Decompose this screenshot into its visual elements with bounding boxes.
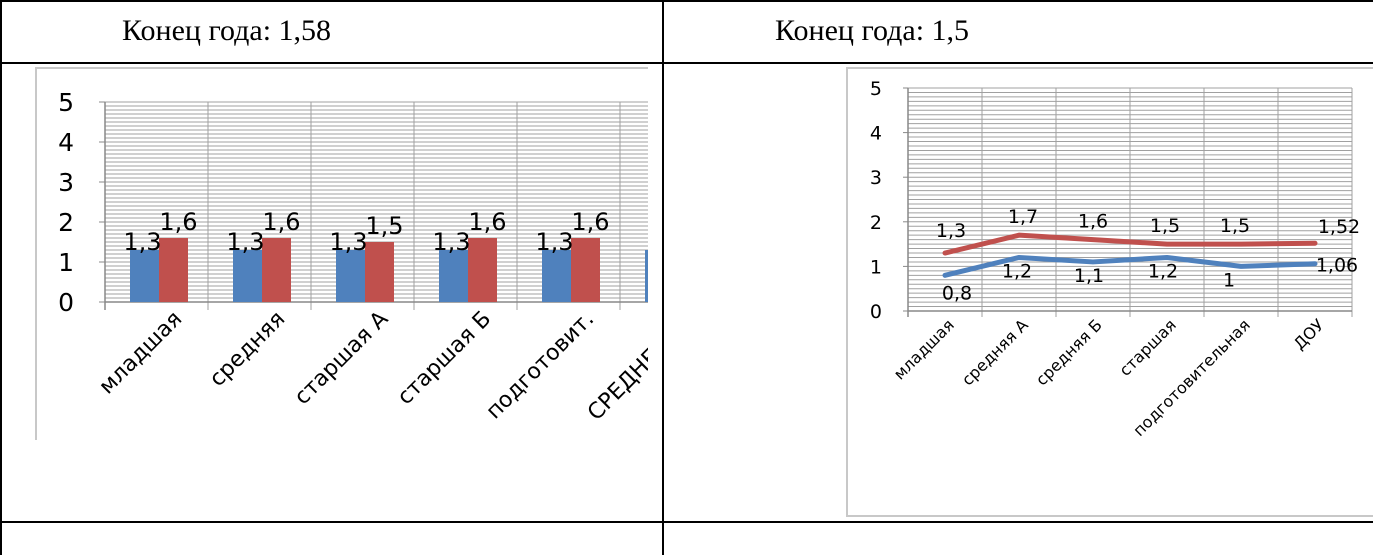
bar-mark [439, 250, 468, 302]
line-category-label: средняя А [958, 315, 1032, 389]
line-data-label: 1,2 [1148, 260, 1178, 282]
bar-data-label: 1,5 [365, 212, 403, 240]
line-y-tick-label: 4 [870, 123, 882, 145]
bar-data-label: 1,3 [432, 228, 470, 256]
bar-y-tick-label: 4 [58, 128, 74, 157]
bar-mark [233, 250, 262, 302]
bar-mark [130, 250, 159, 302]
line-data-label: 1,1 [1074, 265, 1104, 287]
bar-category-label: подготовит. [482, 307, 600, 425]
table-row-divider-2 [0, 521, 1373, 523]
bar-category-label: младшая [94, 307, 187, 400]
bar-data-label: 1,3 [123, 228, 161, 256]
header-left: Конец года: 1,58 [122, 14, 332, 47]
line-series-path [942, 254, 1318, 278]
bar-chart: 0123451,31,31,31,31,311,61,61,51,61,6мла… [35, 64, 662, 520]
bar-data-label: 1,6 [262, 208, 300, 236]
line-category-label: младшая [890, 315, 958, 383]
line-y-tick-label: 5 [870, 78, 882, 100]
bar-y-tick-label: 1 [58, 248, 74, 277]
line-data-label: 0,8 [942, 282, 972, 304]
bar-data-label: 1,6 [159, 208, 197, 236]
line-y-tick-label: 1 [870, 256, 882, 278]
line-data-label: 1,5 [1220, 215, 1250, 237]
line-y-tick-label: 0 [870, 301, 882, 323]
bar-category-label: старшая А [290, 307, 393, 410]
table-row-divider-1 [0, 62, 1373, 64]
line-data-label: 1,2 [1002, 260, 1032, 282]
bar-category-label: старшая Б [393, 307, 496, 410]
line-data-label: 1,52 [1318, 216, 1360, 238]
line-series-path [942, 232, 1318, 256]
line-category-label: старшая [1115, 315, 1179, 379]
bar-clip-right [648, 64, 662, 444]
line-data-label: 1,6 [1078, 211, 1108, 233]
table-border-top [0, 0, 1373, 2]
bar-data-label: 1,6 [468, 208, 506, 236]
bar-mark [571, 238, 600, 302]
bar-data-label: 1,3 [329, 228, 367, 256]
bar-y-tick-label: 3 [58, 168, 74, 197]
table-border-left [0, 0, 2, 555]
bar-y-tick-label: 5 [58, 88, 74, 117]
bar-data-label: 1,6 [571, 208, 609, 236]
bar-mark [542, 250, 571, 302]
line-data-label: 1,3 [936, 220, 966, 242]
line-y-tick-label: 3 [870, 167, 882, 189]
line-data-label: 1,06 [1316, 255, 1358, 277]
bar-clip-bottom [38, 446, 662, 520]
line-y-tick-label: 2 [870, 212, 882, 234]
bar-mark [365, 242, 394, 302]
bar-y-tick-label: 0 [58, 288, 74, 317]
bar-y-tick-label: 2 [58, 208, 74, 237]
bar-data-label: 1,3 [535, 228, 573, 256]
line-chart: 0 1 2 3 4 5 0,8 1,2 1,1 1,2 1 1,06 1,3 1,7 1,6 1,5 1,5 1,… [846, 67, 1373, 517]
line-data-label: 1,5 [1150, 215, 1180, 237]
bar-mark [159, 238, 188, 302]
bar-data-label: 1,3 [226, 228, 264, 256]
line-category-label: ДОУ [1290, 315, 1328, 353]
bar-mark [336, 250, 365, 302]
table-column-divider [662, 0, 664, 555]
chart-frame [846, 67, 1373, 517]
bar-category-label: средняя [205, 307, 290, 392]
line-data-label: 1 [1223, 269, 1235, 291]
line-data-label: 1,7 [1008, 206, 1038, 228]
line-category-label: средняя Б [1032, 315, 1106, 389]
header-right: Конец года: 1,5 [775, 14, 970, 47]
bar-mark [468, 238, 497, 302]
bar-mark [262, 238, 291, 302]
